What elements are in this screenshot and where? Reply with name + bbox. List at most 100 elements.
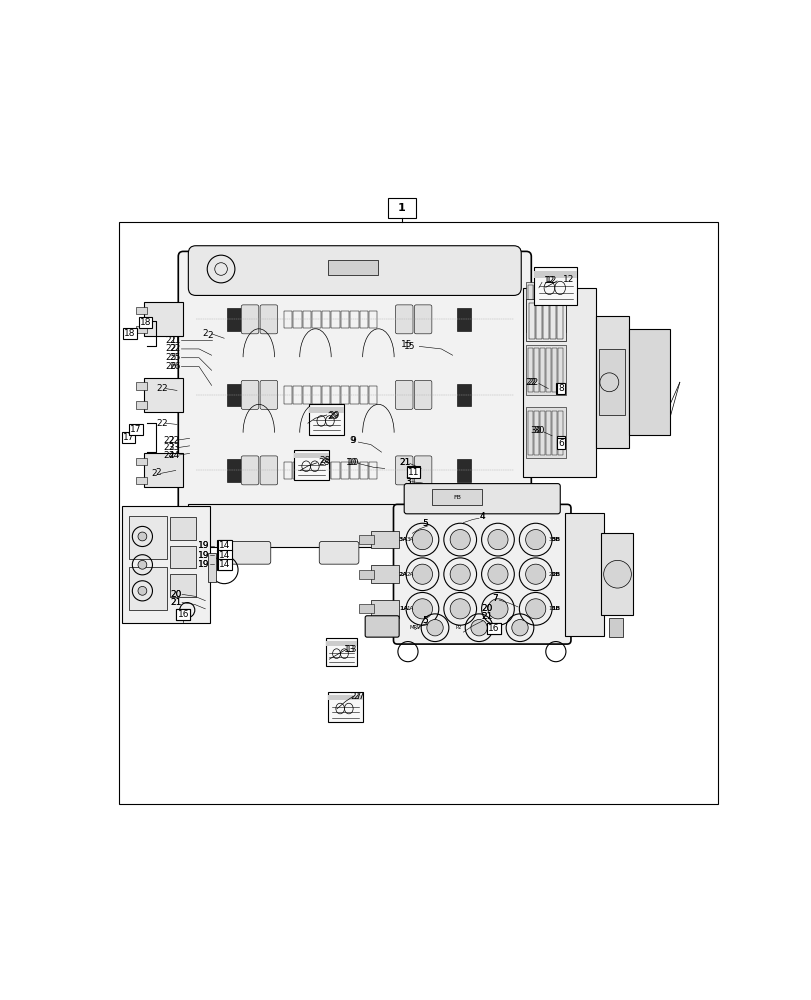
Text: 21: 21 — [399, 458, 410, 467]
Text: 2: 2 — [202, 329, 208, 338]
Text: 20: 20 — [480, 604, 491, 613]
Text: 15: 15 — [404, 342, 415, 351]
Text: 4: 4 — [478, 512, 484, 521]
Text: 25: 25 — [169, 353, 181, 362]
Text: 8: 8 — [556, 384, 562, 393]
Bar — [368, 462, 377, 479]
Text: 1B: 1B — [548, 606, 555, 611]
Text: 23: 23 — [163, 443, 174, 452]
Text: 19: 19 — [198, 551, 209, 560]
Text: 2: 2 — [157, 384, 162, 393]
Bar — [328, 695, 363, 700]
Text: 22: 22 — [526, 378, 538, 387]
Text: 9: 9 — [349, 436, 354, 445]
FancyBboxPatch shape — [144, 453, 183, 487]
Text: 20: 20 — [169, 590, 181, 599]
Text: FB: FB — [453, 495, 461, 500]
FancyBboxPatch shape — [144, 378, 183, 412]
FancyBboxPatch shape — [395, 380, 413, 409]
Text: 27: 27 — [354, 692, 365, 701]
Text: 12: 12 — [543, 276, 555, 285]
Bar — [526, 345, 565, 395]
Bar — [527, 411, 532, 455]
Bar — [359, 462, 367, 479]
FancyBboxPatch shape — [534, 267, 577, 305]
Text: 22: 22 — [168, 436, 179, 445]
Text: 18: 18 — [139, 318, 151, 327]
FancyBboxPatch shape — [371, 565, 398, 583]
Bar — [359, 386, 367, 404]
Bar — [136, 458, 148, 465]
Bar — [331, 462, 339, 479]
Bar — [350, 462, 358, 479]
Text: 3: 3 — [405, 477, 410, 486]
Text: 20: 20 — [169, 590, 181, 599]
Text: 14: 14 — [219, 551, 230, 560]
Circle shape — [427, 620, 443, 636]
Bar — [312, 462, 320, 479]
Text: 3B: 3B — [551, 537, 560, 542]
Text: 24: 24 — [168, 451, 179, 460]
Text: 22: 22 — [169, 344, 181, 353]
Bar — [136, 307, 148, 314]
Bar — [350, 386, 358, 404]
Bar — [534, 348, 539, 392]
FancyBboxPatch shape — [371, 600, 398, 618]
Bar — [539, 348, 544, 392]
Circle shape — [487, 530, 508, 550]
Text: 14: 14 — [218, 541, 230, 550]
FancyBboxPatch shape — [260, 456, 277, 485]
Bar — [341, 311, 349, 328]
Circle shape — [511, 620, 527, 636]
Bar — [227, 308, 241, 331]
Text: P2: P2 — [455, 625, 461, 630]
FancyBboxPatch shape — [325, 638, 357, 666]
Text: 25: 25 — [165, 353, 176, 362]
Bar — [457, 308, 470, 331]
Bar — [522, 288, 594, 477]
FancyBboxPatch shape — [608, 618, 622, 637]
Circle shape — [525, 599, 545, 619]
FancyBboxPatch shape — [358, 570, 374, 579]
Text: MRV: MRV — [409, 625, 420, 630]
Text: 2: 2 — [157, 419, 162, 428]
FancyBboxPatch shape — [365, 616, 399, 637]
FancyBboxPatch shape — [328, 692, 363, 722]
Bar — [303, 462, 311, 479]
FancyBboxPatch shape — [144, 302, 183, 336]
Bar — [325, 641, 357, 646]
FancyBboxPatch shape — [404, 484, 560, 514]
FancyBboxPatch shape — [371, 531, 398, 548]
Bar — [284, 386, 292, 404]
FancyBboxPatch shape — [414, 456, 431, 485]
Text: 22: 22 — [165, 344, 176, 353]
Text: 16: 16 — [178, 610, 189, 619]
FancyBboxPatch shape — [395, 305, 413, 334]
Circle shape — [412, 564, 432, 584]
Text: 8: 8 — [557, 384, 563, 393]
Text: 17: 17 — [122, 433, 134, 442]
Circle shape — [449, 530, 470, 550]
FancyBboxPatch shape — [188, 504, 521, 547]
Text: 19: 19 — [198, 541, 209, 550]
Text: 21: 21 — [169, 598, 181, 607]
Bar — [526, 407, 565, 458]
Bar — [341, 462, 349, 479]
Bar — [128, 567, 166, 610]
Text: 24: 24 — [163, 451, 174, 460]
FancyBboxPatch shape — [231, 541, 270, 564]
Bar — [431, 489, 482, 505]
Bar — [350, 311, 358, 328]
Text: 15: 15 — [401, 340, 412, 349]
Bar — [284, 311, 292, 328]
Circle shape — [470, 620, 487, 636]
Circle shape — [525, 530, 545, 550]
Bar — [551, 348, 556, 392]
FancyBboxPatch shape — [414, 305, 431, 334]
Bar — [312, 386, 320, 404]
Text: 2: 2 — [155, 468, 161, 477]
FancyBboxPatch shape — [414, 380, 431, 409]
Text: 11: 11 — [407, 468, 418, 477]
Text: 6: 6 — [557, 439, 563, 448]
FancyBboxPatch shape — [564, 513, 603, 636]
